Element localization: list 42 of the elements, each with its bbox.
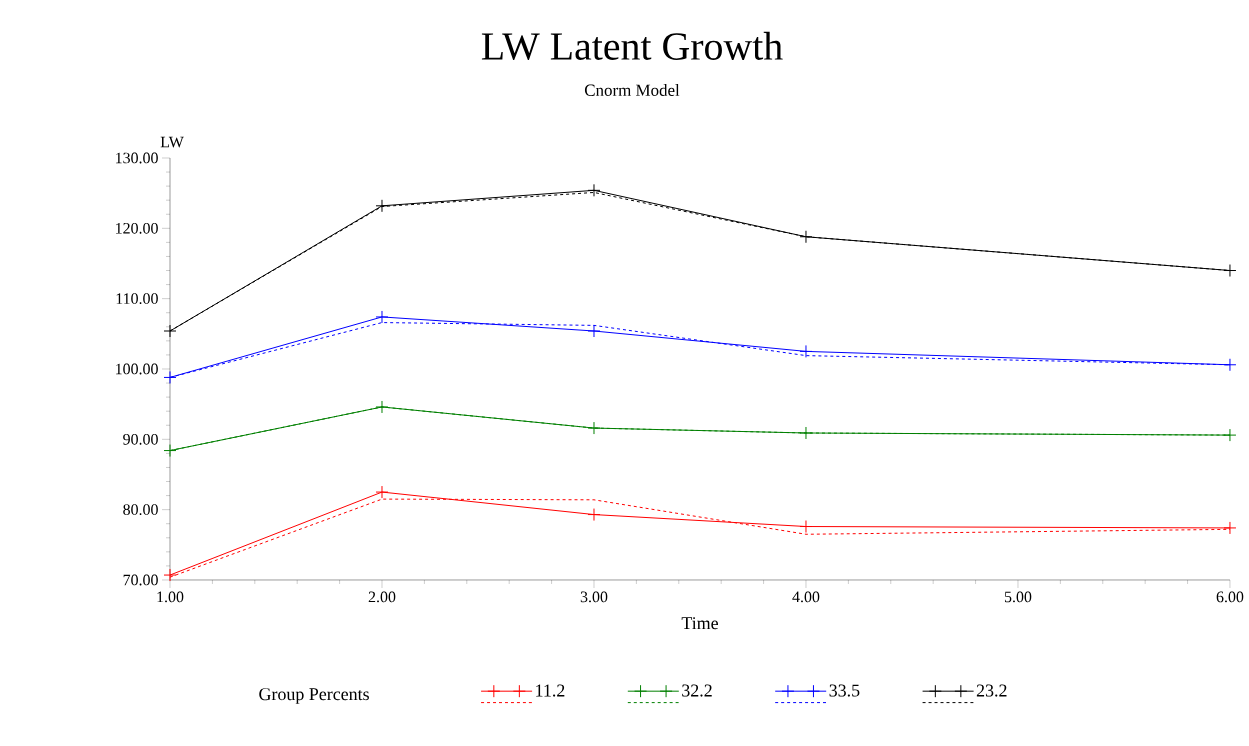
x-tick-label: 4.00 xyxy=(792,591,820,603)
chart-title: LW Latent Growth xyxy=(481,31,783,61)
point xyxy=(1223,521,1237,535)
y-tick-label: 80.00 xyxy=(123,504,158,516)
point xyxy=(587,183,601,197)
point xyxy=(163,568,177,582)
y-tick-label: 100.00 xyxy=(116,363,158,375)
point xyxy=(799,344,813,358)
x-tick-label: 2.00 xyxy=(368,591,396,603)
point xyxy=(799,520,813,534)
x-tick-label: 6.00 xyxy=(1216,591,1244,603)
point xyxy=(587,324,601,338)
point xyxy=(1223,358,1237,372)
point xyxy=(375,485,389,499)
y-axis-title: LW xyxy=(160,136,184,148)
point xyxy=(375,400,389,414)
legend-label: 11.2 xyxy=(536,684,565,697)
x-tick-label: 5.00 xyxy=(1004,591,1032,603)
y-tick-label: 90.00 xyxy=(123,433,158,445)
point xyxy=(163,324,177,338)
point xyxy=(1223,428,1237,442)
x-axis-title: Time xyxy=(681,617,718,630)
point xyxy=(375,199,389,213)
point xyxy=(163,444,177,458)
legend-label: 32.2 xyxy=(682,684,712,697)
y-tick-label: 120.00 xyxy=(116,222,158,234)
point xyxy=(163,370,177,384)
y-tick-label: 130.00 xyxy=(116,152,158,164)
point xyxy=(375,310,389,324)
x-tick-label: 3.00 xyxy=(580,591,608,603)
point xyxy=(799,426,813,440)
point xyxy=(799,230,813,244)
point xyxy=(587,508,601,522)
point xyxy=(1223,264,1237,278)
legend-label: 33.5 xyxy=(829,684,860,697)
point xyxy=(587,421,601,435)
chart-subtitle: Cnorm Model xyxy=(584,84,680,96)
y-tick-label: 110.00 xyxy=(116,293,158,305)
x-tick-label: 1.00 xyxy=(157,591,184,603)
legend-title: Group Percents xyxy=(259,688,369,704)
legend-label: 23.2 xyxy=(976,684,1007,697)
y-tick-label: 70.00 xyxy=(123,574,158,586)
